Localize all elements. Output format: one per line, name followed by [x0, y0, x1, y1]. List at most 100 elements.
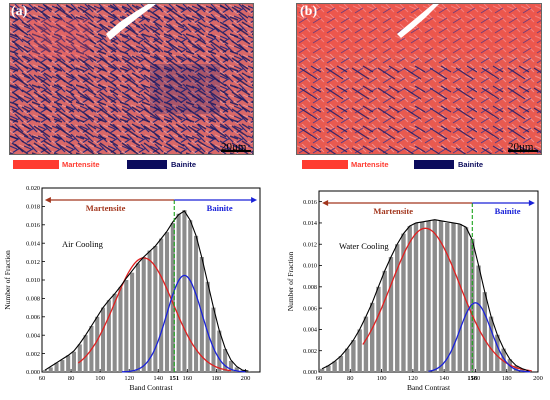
c0-martensite-region-label: Martensite — [86, 203, 126, 213]
c0-martensite-fit-curve — [77, 257, 231, 372]
c0-histogram-bar — [182, 210, 187, 372]
c0-xtick-label: 140 — [153, 375, 163, 382]
c0-threshold-label: 151 — [169, 375, 179, 382]
micrograph-b — [296, 3, 542, 155]
c1-histogram-bar — [413, 222, 419, 372]
c1-bainite-region-label: Bainite — [495, 206, 521, 216]
c1-histogram-bar — [338, 356, 344, 372]
c1-histogram-bar — [501, 348, 506, 372]
legend-swatch-bainite-a — [127, 160, 167, 169]
c0-ytick-label: 0.000 — [26, 369, 40, 376]
c1-xtick-label: 100 — [377, 375, 387, 382]
c0-histogram-bar — [66, 355, 71, 372]
c1-martensite-region-label: Martensite — [373, 206, 413, 216]
c0-histogram-bar — [60, 360, 65, 372]
c0-histogram-bar — [118, 287, 123, 372]
c1-martensite-arrow-head — [322, 200, 329, 206]
c1-bainite-fit-curve — [428, 302, 531, 373]
c0-ytick-label: 0.008 — [26, 296, 40, 303]
c1-cooling-annotation: Water Cooling — [339, 241, 389, 251]
c1-histogram-bar — [382, 270, 387, 372]
panel-b-map: (b) 20μm Martensite Bainite — [296, 3, 542, 173]
c1-xtick-label: 80 — [347, 375, 354, 382]
c0-histogram-bar — [153, 245, 158, 372]
c0-histogram-bar — [246, 371, 251, 372]
legend-swatch-martensite-a — [13, 160, 59, 169]
c0-bainite-arrow-head — [251, 197, 258, 203]
panel-label-b: (b) — [300, 4, 318, 19]
c0-x-axis-label: Band Contrast — [129, 383, 173, 392]
c1-xtick-label: 60 — [316, 375, 323, 382]
c0-ytick-label: 0.006 — [26, 314, 40, 321]
c1-histogram-bar — [426, 220, 431, 372]
c0-histogram-bar — [205, 281, 210, 372]
c1-ytick-label: 0.016 — [303, 199, 317, 206]
c0-xtick-label: 200 — [241, 375, 251, 382]
histogram-air-cooling: 0.000 0.002 0.004 0.006 0.008 0.010 0.012 0.014… — [3, 185, 261, 392]
c1-histogram-bar — [513, 365, 519, 372]
crack-b — [397, 4, 439, 38]
c0-histogram-bar — [112, 293, 117, 372]
c1-xtick-label: 120 — [408, 375, 418, 382]
c0-cooling-annotation: Air Cooling — [62, 239, 104, 249]
c1-histogram-bar — [401, 233, 406, 372]
c0-ytick-label: 0.016 — [26, 222, 40, 229]
c0-xtick-label: 100 — [95, 375, 105, 382]
c0-histogram-bar — [234, 367, 239, 372]
c0-histogram-bar — [176, 213, 181, 372]
c0-histogram-bar — [106, 300, 111, 372]
c1-histogram-bar — [351, 340, 356, 372]
c0-histogram-bar — [42, 370, 47, 372]
c1-histogram-bar — [407, 226, 412, 372]
c0-histogram-bar — [164, 232, 170, 372]
c1-ytick-label: 0.014 — [303, 220, 317, 227]
c0-histogram-bar — [170, 222, 175, 372]
c1-histogram-bar — [482, 292, 488, 372]
c0-histogram-bar — [54, 362, 59, 372]
c1-histogram-bar — [457, 224, 462, 372]
c1-ytick-label: 0.012 — [303, 241, 317, 248]
c0-histogram-bar — [147, 250, 152, 372]
c1-x-axis-label: Band Contrast — [407, 383, 451, 392]
micrograph-a — [9, 3, 254, 155]
c0-bainite-fit-curve — [121, 274, 246, 373]
c1-ytick-label: 0.010 — [303, 263, 317, 270]
c0-histogram-bar — [141, 257, 146, 372]
c1-histogram-bar — [332, 361, 337, 372]
c1-histogram-bar — [388, 257, 394, 372]
c1-xtick-label: 200 — [533, 375, 543, 382]
c1-histogram-bar — [395, 244, 400, 372]
c1-ytick-label: 0.008 — [303, 284, 317, 291]
c0-histogram-bar — [135, 263, 140, 372]
c0-bainite-region-label: Bainite — [207, 203, 233, 213]
c0-xtick-label: 80 — [68, 375, 75, 382]
c0-histogram-bar — [159, 238, 164, 372]
c0-envelope-curve — [44, 210, 249, 372]
c1-histogram-bar — [445, 222, 450, 372]
c1-ytick-label: 0.006 — [303, 305, 317, 312]
c0-ytick-label: 0.014 — [26, 240, 40, 247]
legend-label-bainite-b: Bainite — [458, 160, 484, 169]
c0-ytick-label: 0.012 — [26, 259, 40, 266]
c0-histogram-bar — [95, 316, 100, 372]
legend-label-bainite-a: Bainite — [171, 160, 197, 169]
c1-histogram-bar — [357, 329, 362, 372]
c1-histogram-bar — [363, 316, 369, 372]
panel-a-map: (a) 20μm Martensite Bainite — [9, 3, 254, 173]
c1-histogram-bar — [369, 302, 375, 372]
scale-bar-b: 20μm — [508, 141, 538, 153]
c0-xtick-label: 120 — [124, 375, 134, 382]
c1-ytick-label: 0.000 — [303, 369, 317, 376]
c0-histogram-bar — [217, 330, 222, 372]
scale-bar-a: 20μm — [221, 141, 251, 153]
legend-label-martensite-b: Martensite — [351, 160, 389, 169]
c0-y-axis-label: Number of Fraction — [3, 250, 12, 310]
c0-histogram-bar — [228, 360, 233, 372]
c1-histogram-bar — [326, 365, 331, 372]
panel-label-a: (a) — [11, 4, 28, 19]
c1-histogram-bar — [420, 221, 425, 372]
c1-xtick-label: 160 — [471, 375, 481, 382]
crack-a — [106, 4, 156, 40]
c1-histogram-bar — [319, 368, 325, 372]
c1-histogram-bar — [495, 334, 500, 372]
